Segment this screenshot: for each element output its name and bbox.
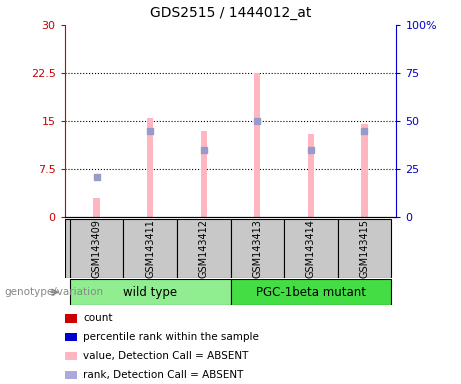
Bar xyxy=(65,352,77,360)
Bar xyxy=(65,333,77,341)
Bar xyxy=(254,73,260,217)
Bar xyxy=(361,124,367,217)
Point xyxy=(307,147,314,153)
Text: value, Detection Call = ABSENT: value, Detection Call = ABSENT xyxy=(83,351,249,361)
Bar xyxy=(65,314,77,323)
Text: wild type: wild type xyxy=(123,286,177,299)
Bar xyxy=(94,198,100,217)
Text: GSM143409: GSM143409 xyxy=(92,219,102,278)
Bar xyxy=(230,219,284,278)
Title: GDS2515 / 1444012_at: GDS2515 / 1444012_at xyxy=(150,6,311,20)
Bar xyxy=(337,219,391,278)
Text: percentile rank within the sample: percentile rank within the sample xyxy=(83,332,260,342)
Text: rank, Detection Call = ABSENT: rank, Detection Call = ABSENT xyxy=(83,370,244,380)
Bar xyxy=(177,219,230,278)
Bar xyxy=(284,219,337,278)
Text: GSM143412: GSM143412 xyxy=(199,219,209,278)
Bar xyxy=(70,279,230,305)
Text: GSM143411: GSM143411 xyxy=(145,219,155,278)
Text: GSM143413: GSM143413 xyxy=(252,219,262,278)
Bar xyxy=(70,219,124,278)
Text: GSM143415: GSM143415 xyxy=(359,219,369,278)
Point xyxy=(200,147,207,153)
Bar xyxy=(65,371,77,379)
Text: genotype/variation: genotype/variation xyxy=(5,287,104,297)
Bar xyxy=(201,131,207,217)
Bar xyxy=(124,219,177,278)
Text: PGC-1beta mutant: PGC-1beta mutant xyxy=(256,286,366,299)
Point xyxy=(147,127,154,134)
Point xyxy=(93,174,100,180)
Bar xyxy=(230,279,391,305)
Text: GSM143414: GSM143414 xyxy=(306,219,316,278)
Point xyxy=(361,127,368,134)
Bar xyxy=(147,118,154,217)
Bar xyxy=(307,134,314,217)
Point xyxy=(254,118,261,124)
Text: count: count xyxy=(83,313,113,323)
